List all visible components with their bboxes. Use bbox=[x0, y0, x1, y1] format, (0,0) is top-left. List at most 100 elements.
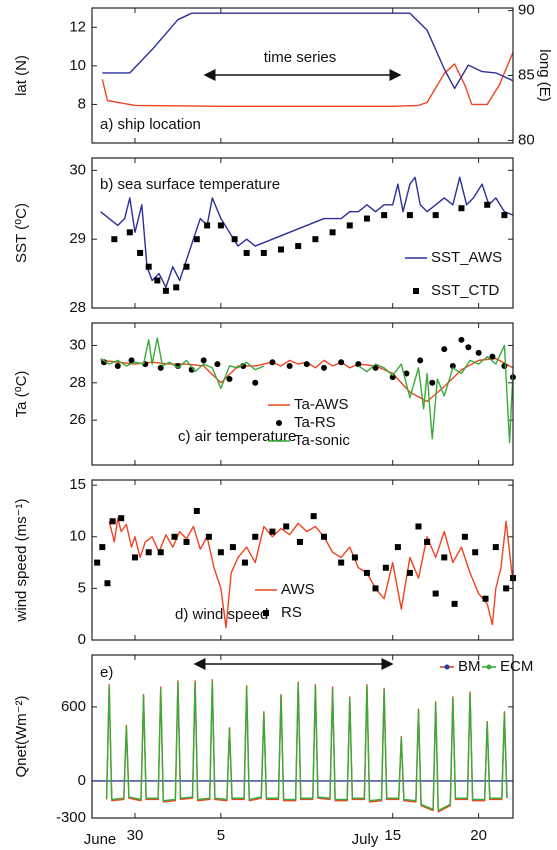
marker bbox=[394, 544, 401, 551]
marker bbox=[489, 353, 496, 360]
marker bbox=[475, 349, 482, 356]
panel-label: b) sea surface temperature bbox=[100, 176, 280, 193]
y-tick-label: 0 bbox=[78, 772, 86, 789]
marker bbox=[171, 533, 178, 540]
marker bbox=[363, 215, 370, 222]
marker bbox=[204, 222, 211, 229]
marker bbox=[145, 263, 152, 270]
plot-frame bbox=[91, 654, 514, 819]
marker bbox=[492, 544, 499, 551]
marker bbox=[200, 357, 207, 364]
month-label: June bbox=[84, 831, 117, 848]
marker bbox=[240, 362, 247, 369]
legend-label: SST_CTD bbox=[431, 282, 500, 299]
marker bbox=[101, 359, 108, 366]
marker bbox=[109, 518, 116, 525]
y-axis-title: SST (⁰C) bbox=[13, 203, 30, 263]
y-tick-label: 12 bbox=[69, 18, 86, 35]
marker bbox=[241, 559, 248, 566]
x-tick-label: 15 bbox=[384, 827, 401, 844]
marker bbox=[114, 362, 121, 369]
y-tick-label: 10 bbox=[69, 528, 86, 545]
marker bbox=[381, 212, 388, 219]
panel-label: c) air temperature bbox=[178, 428, 296, 445]
legend-swatch bbox=[486, 664, 492, 670]
marker bbox=[501, 212, 508, 219]
marker bbox=[252, 379, 259, 386]
y2-tick-label: 80 bbox=[518, 131, 535, 148]
marker bbox=[429, 379, 436, 386]
legend-label: Ta-sonic bbox=[294, 432, 350, 449]
marker bbox=[111, 236, 118, 243]
marker bbox=[243, 249, 250, 256]
series-line bbox=[108, 517, 513, 629]
y-tick-label: 0 bbox=[78, 631, 86, 648]
y-tick-label: 28 bbox=[69, 374, 86, 391]
marker bbox=[269, 359, 276, 366]
marker bbox=[183, 538, 190, 545]
series-line bbox=[100, 337, 513, 444]
y-axis-title: lat (N) bbox=[13, 55, 30, 96]
marker bbox=[346, 222, 353, 229]
plot-frame bbox=[91, 479, 514, 641]
series-line bbox=[105, 680, 508, 812]
marker bbox=[363, 569, 370, 576]
marker bbox=[173, 284, 180, 291]
marker bbox=[99, 544, 106, 551]
legend-swatch bbox=[413, 288, 419, 294]
y-axis-title: Qnet(Wm⁻²) bbox=[13, 695, 30, 777]
marker bbox=[183, 263, 190, 270]
plot-frame bbox=[91, 157, 514, 309]
y-axis-title: Ta (⁰C) bbox=[13, 371, 30, 418]
marker bbox=[320, 364, 327, 371]
marker bbox=[260, 249, 267, 256]
marker bbox=[217, 549, 224, 556]
marker bbox=[329, 229, 336, 236]
legend-swatch bbox=[444, 664, 450, 670]
legend-label: AWS bbox=[281, 581, 315, 598]
marker bbox=[451, 600, 458, 607]
marker bbox=[441, 554, 448, 561]
legend-label: SST_AWS bbox=[431, 249, 502, 266]
y-tick-label: 600 bbox=[61, 698, 86, 715]
x-tick-label: 30 bbox=[127, 827, 144, 844]
marker bbox=[406, 212, 413, 219]
marker bbox=[351, 554, 358, 561]
marker bbox=[214, 361, 221, 368]
y2-tick-label: 85 bbox=[518, 66, 535, 83]
x-tick-label: 5 bbox=[217, 827, 225, 844]
marker bbox=[269, 528, 276, 535]
marker bbox=[193, 236, 200, 243]
y-tick-label: 10 bbox=[69, 57, 86, 74]
y-tick-label: 15 bbox=[69, 476, 86, 493]
y-tick-label: 29 bbox=[69, 230, 86, 247]
marker bbox=[482, 595, 489, 602]
marker bbox=[205, 533, 212, 540]
marker bbox=[382, 564, 389, 571]
marker bbox=[128, 357, 135, 364]
series-line bbox=[105, 679, 508, 813]
marker bbox=[310, 513, 317, 520]
legend-swatch bbox=[276, 420, 282, 426]
y-tick-label: 30 bbox=[69, 161, 86, 178]
y-tick-label: 26 bbox=[69, 411, 86, 428]
marker bbox=[417, 357, 424, 364]
legend-label: BM bbox=[458, 658, 481, 675]
marker bbox=[458, 205, 465, 212]
marker bbox=[472, 549, 479, 556]
marker bbox=[503, 585, 510, 592]
plot-frame bbox=[91, 7, 514, 144]
marker bbox=[229, 544, 236, 551]
marker bbox=[193, 507, 200, 514]
marker bbox=[231, 236, 238, 243]
marker bbox=[145, 549, 152, 556]
marker bbox=[162, 287, 169, 294]
marker bbox=[415, 523, 422, 530]
marker bbox=[286, 362, 293, 369]
y-tick-label: 8 bbox=[78, 95, 86, 112]
marker bbox=[104, 580, 111, 587]
marker bbox=[403, 370, 410, 377]
marker bbox=[303, 361, 310, 368]
marker bbox=[484, 201, 491, 208]
